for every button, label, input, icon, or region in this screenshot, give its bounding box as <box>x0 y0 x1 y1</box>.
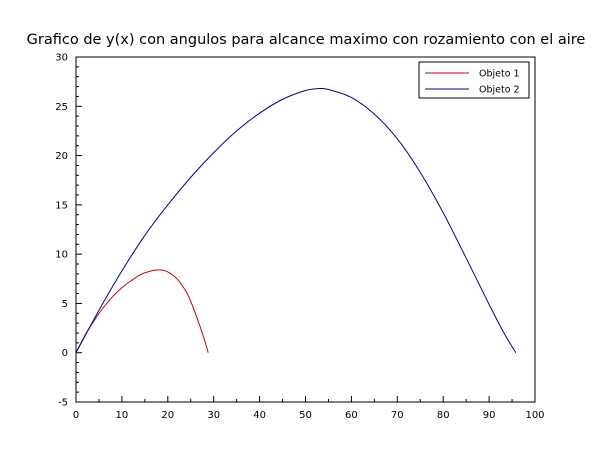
legend-label-2: Objeto 2 <box>479 85 520 96</box>
y-tick-label: 0 <box>62 348 68 359</box>
y-tick-label: 15 <box>55 200 68 211</box>
y-tick-label: 5 <box>62 299 68 310</box>
y-tick-label: -5 <box>58 398 68 409</box>
x-tick-label: 40 <box>253 410 266 421</box>
y-tick-label: 25 <box>55 102 68 113</box>
x-tick-label: 0 <box>73 410 79 421</box>
legend: Objeto 1 Objeto 2 <box>418 61 530 99</box>
plot-area: 0 10 20 30 40 50 60 70 80 90 100 -5 0 5 10 15 20 25 30 <box>55 53 544 422</box>
legend-frame <box>418 61 530 99</box>
x-tick-label: 90 <box>483 410 496 421</box>
series-line-2 <box>75 87 517 353</box>
y-axis: -5 0 5 10 15 20 25 30 <box>55 53 82 409</box>
x-tick-label: 80 <box>437 410 450 421</box>
x-axis: 0 10 20 30 40 50 60 70 80 90 100 <box>73 396 545 421</box>
y-tick-label: 10 <box>55 250 68 261</box>
series-line-1 <box>75 269 209 353</box>
x-tick-label: 20 <box>161 410 174 421</box>
x-tick-label: 50 <box>299 410 312 421</box>
chart-title: Grafico de y(x) con angulos para alcance… <box>27 32 586 48</box>
y-tick-label: 30 <box>55 53 68 64</box>
series-lines <box>75 87 517 353</box>
x-tick-label: 60 <box>345 410 358 421</box>
x-tick-label: 70 <box>391 410 404 421</box>
x-tick-label: 10 <box>116 410 129 421</box>
x-tick-label: 30 <box>207 410 220 421</box>
legend-label-1: Objeto 1 <box>479 69 520 80</box>
y-tick-label: 20 <box>55 151 68 162</box>
x-tick-label: 100 <box>525 410 544 421</box>
